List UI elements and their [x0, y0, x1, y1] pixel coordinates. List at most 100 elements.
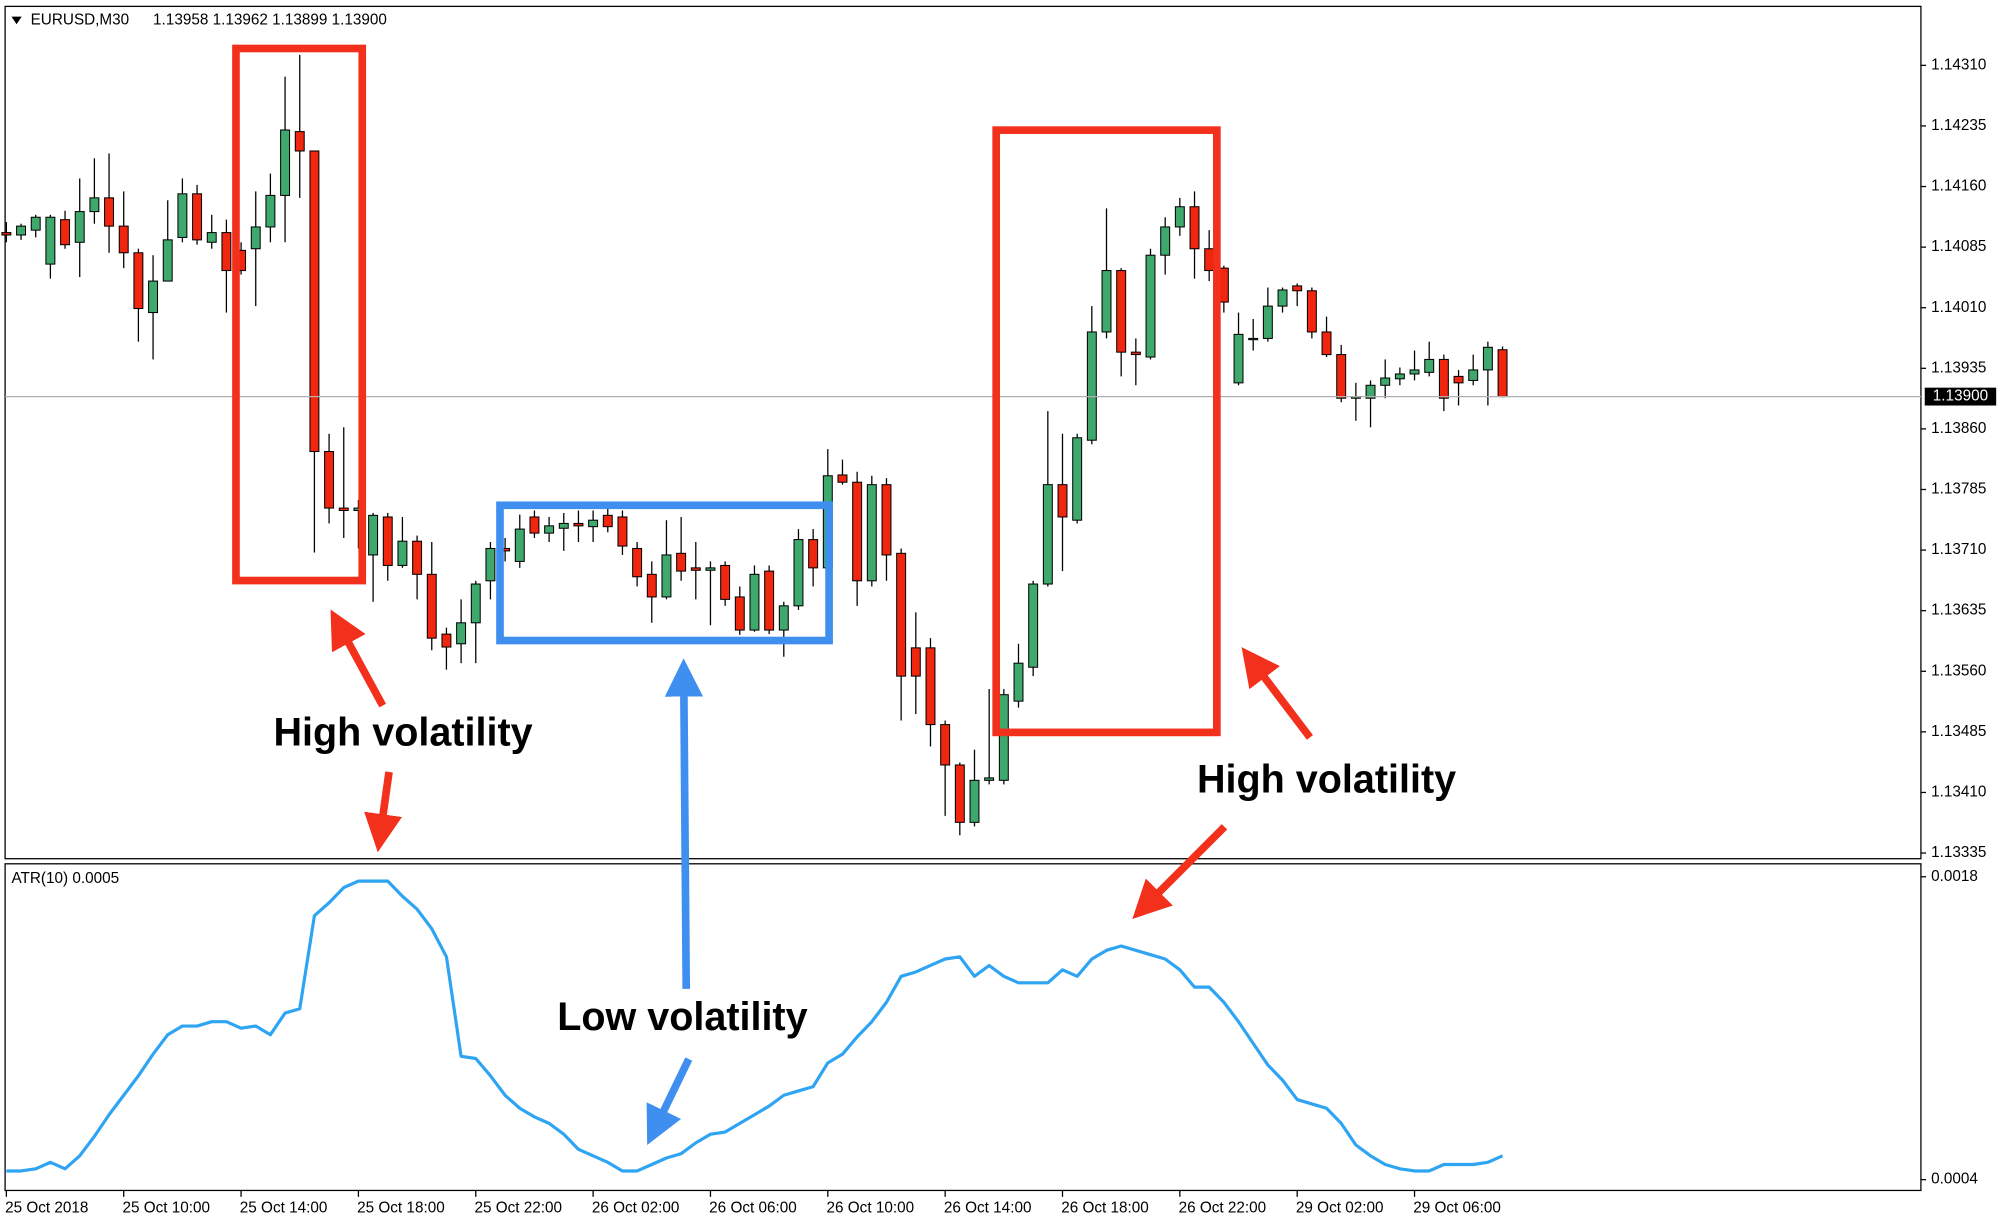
candle-body — [1306, 290, 1317, 333]
candle-body — [1057, 484, 1068, 518]
candle-body — [1160, 226, 1171, 256]
candle-body — [1248, 337, 1259, 341]
annotation: High volatility — [273, 710, 532, 754]
candle-body — [426, 573, 437, 639]
candle-body — [1262, 305, 1273, 339]
candle-body — [1365, 384, 1376, 399]
candle-body — [1233, 333, 1244, 384]
x-tick-label: 26 Oct 10:00 — [827, 1199, 915, 1216]
candle-body — [1321, 331, 1332, 356]
arrow — [1241, 647, 1313, 740]
candle-body — [1409, 369, 1420, 375]
candle-body — [324, 451, 335, 509]
candle-body — [1277, 289, 1288, 307]
candle-body — [118, 225, 129, 254]
candle-body — [1438, 358, 1449, 399]
candle-body — [162, 239, 173, 282]
candle-body — [104, 197, 115, 227]
arrow — [1132, 824, 1228, 919]
candle-body — [1101, 270, 1112, 333]
plot-layer — [1, 54, 1921, 1173]
candle-body — [1072, 437, 1083, 521]
candle-body — [45, 216, 56, 265]
x-tick-label: 25 Oct 10:00 — [122, 1199, 210, 1216]
arrow — [364, 771, 403, 853]
y-tick-label: 0.0018 — [1931, 868, 1978, 885]
x-tick-label: 25 Oct 18:00 — [357, 1199, 445, 1216]
x-tick-label: 26 Oct 02:00 — [592, 1199, 680, 1216]
x-tick-label: 26 Oct 06:00 — [709, 1199, 797, 1216]
y-tick-label: 1.13335 — [1931, 844, 1986, 861]
candle-body — [1130, 351, 1141, 356]
candle-body — [602, 514, 613, 528]
candle-body — [837, 474, 848, 483]
x-tick-label: 25 Oct 2018 — [5, 1199, 88, 1216]
candle-body — [646, 573, 657, 598]
candle-body — [470, 583, 481, 624]
symbol-menu-icon[interactable] — [11, 16, 22, 25]
candle-body — [940, 724, 951, 766]
candle-body — [148, 280, 159, 314]
candle-body — [1028, 583, 1039, 668]
y-tick-label: 1.13935 — [1931, 359, 1986, 376]
candle-body — [705, 567, 716, 571]
candle-body — [544, 525, 555, 534]
candle-body — [998, 694, 1009, 781]
candle-body — [456, 622, 467, 645]
quote: 1.13958 1.13962 1.13899 1.13900 — [153, 11, 387, 28]
candle-body — [309, 150, 320, 453]
candle-body — [661, 554, 672, 598]
candle-body — [632, 547, 643, 578]
y-tick-label: 1.13860 — [1931, 420, 1986, 437]
y-tick-label: 1.14310 — [1931, 56, 1986, 73]
y-tick-label: 1.13785 — [1931, 481, 1986, 498]
candle-body — [896, 552, 907, 677]
candle-body — [720, 564, 731, 600]
candle-body — [412, 540, 423, 575]
candle-body — [676, 552, 687, 572]
candle-body — [881, 484, 892, 556]
candle-body — [1189, 206, 1200, 250]
candle-body — [954, 764, 965, 823]
candle-body — [1380, 377, 1391, 386]
main-pane-frame — [4, 5, 1922, 860]
candle-body — [1453, 375, 1464, 384]
y-tick-label: 1.14085 — [1931, 238, 1986, 255]
x-tick-label: 26 Oct 18:00 — [1061, 1199, 1149, 1216]
candle-body — [1116, 270, 1127, 353]
candle-body — [558, 522, 569, 529]
atr-pane-frame — [4, 863, 1922, 1192]
y-tick-label: 1.13410 — [1931, 784, 1986, 801]
y-tick-label: 1.14160 — [1931, 178, 1986, 195]
candle-body — [280, 129, 291, 196]
y-tick-label: 0.0004 — [1931, 1171, 1978, 1188]
indicator-title: ATR(10) 0.0005 — [11, 870, 119, 887]
highlight-box — [992, 126, 1221, 737]
candle-body — [89, 197, 100, 213]
candle-body — [1468, 369, 1479, 381]
candle-body — [852, 481, 863, 582]
price-label-box — [1924, 387, 1997, 406]
candle-body — [1292, 285, 1303, 292]
candle-body — [1497, 349, 1508, 398]
y-tick-label: 1.14010 — [1931, 299, 1986, 316]
x-tick-label: 26 Oct 14:00 — [944, 1199, 1032, 1216]
candle-body — [1482, 346, 1493, 371]
candle-body — [1, 232, 12, 236]
annotation-layer: High volatility Low volatility High vola… — [232, 44, 1456, 1146]
x-tick-label: 29 Oct 06:00 — [1413, 1199, 1501, 1216]
candle-body — [382, 516, 393, 566]
candle-body — [910, 647, 921, 677]
candle-body — [441, 633, 452, 648]
candle-body — [690, 567, 701, 571]
candle-body — [133, 252, 144, 310]
candle-body — [573, 522, 584, 527]
y-tick-label: 1.13560 — [1931, 662, 1986, 679]
candle-body — [984, 777, 995, 781]
candle-body — [1013, 662, 1024, 702]
candle-body — [588, 519, 599, 528]
candle-body — [1424, 358, 1435, 373]
candle-body — [338, 507, 349, 512]
